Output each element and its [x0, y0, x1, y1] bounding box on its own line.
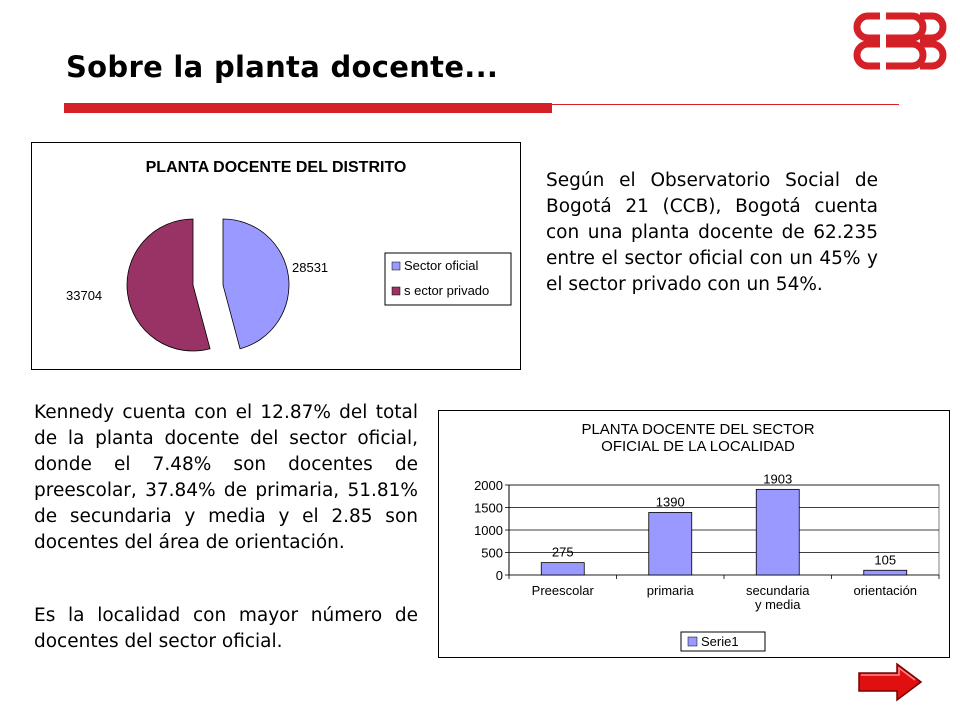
paragraph-localidad: Es la localidad con mayor número de doce… — [34, 605, 418, 652]
bar-legend: Serie1 — [680, 631, 766, 652]
x-tick-label: Preescolar — [532, 583, 595, 598]
page-title: Sobre la planta docente... — [66, 50, 499, 84]
x-tick-label: primaria — [647, 583, 695, 598]
bar-3 — [863, 569, 908, 576]
next-arrow-icon[interactable] — [857, 662, 923, 702]
y-tick-label: 1500 — [474, 501, 503, 516]
legend-swatch-oficial — [391, 261, 401, 271]
legend-swatch-serie1 — [687, 636, 698, 647]
bar-chart-svg: PLANTA DOCENTE DEL SECTOR OFICIAL DE LA … — [474, 421, 940, 652]
bar-1 — [648, 512, 693, 576]
legend-label-oficial: Sector oficial — [404, 258, 479, 273]
pie-chart-svg: PLANTA DOCENTE DEL DISTRITO 28531 33704 … — [66, 159, 512, 352]
bar-data-label: 275 — [552, 545, 574, 560]
title-underline-thin — [552, 104, 899, 105]
bar-data-label: 1390 — [656, 494, 685, 509]
bar-2 — [755, 488, 800, 576]
paragraph-observatorio: Según el Observatorio Social de Bogotá 2… — [546, 170, 878, 295]
pie-label-oficial: 28531 — [292, 260, 328, 275]
x-tick-label: orientación — [853, 583, 917, 598]
paragraph-kennedy: Kennedy cuenta con el 12.87% del total d… — [34, 402, 418, 553]
bar-data-label: 105 — [874, 552, 896, 567]
pie-slice-oficial — [222, 218, 290, 350]
pie-slices — [126, 218, 290, 352]
bar-chart-bars: 275 1390 1903 105 — [540, 471, 908, 576]
pie-label-privado: 33704 — [66, 288, 102, 303]
bar-data-label: 1903 — [763, 471, 792, 486]
bar-chart-grid — [505, 484, 940, 576]
bar-chart-title-line-2: OFICIAL DE LA LOCALIDAD — [601, 438, 795, 455]
ccb-logo-icon — [853, 12, 947, 70]
title-underline-thick — [64, 103, 552, 113]
bar-chart-title-line-1: PLANTA DOCENTE DEL SECTOR — [581, 421, 814, 438]
y-tick-label: 1000 — [474, 523, 503, 538]
pie-chart-planta-distrito: PLANTA DOCENTE DEL DISTRITO 28531 33704 … — [31, 142, 521, 370]
pie-chart-title: PLANTA DOCENTE DEL DISTRITO — [146, 159, 407, 176]
pie-slice-privado — [126, 218, 211, 352]
legend-label-privado: s ector privado — [404, 283, 489, 298]
legend-swatch-privado — [391, 286, 401, 296]
legend-label-serie1: Serie1 — [701, 634, 739, 649]
bar-0 — [540, 562, 585, 576]
bar-chart-planta-localidad: PLANTA DOCENTE DEL SECTOR OFICIAL DE LA … — [438, 410, 950, 658]
y-tick-label: 2000 — [474, 478, 503, 493]
x-tick-label: secundaria — [746, 583, 810, 598]
y-tick-label: 0 — [496, 568, 503, 583]
pie-legend: Sector oficial s ector privado — [384, 252, 512, 306]
x-tick-label: y media — [755, 597, 801, 612]
bar-chart-y-ticks: 0 500 1000 1500 2000 — [474, 478, 503, 583]
y-tick-label: 500 — [481, 546, 503, 561]
